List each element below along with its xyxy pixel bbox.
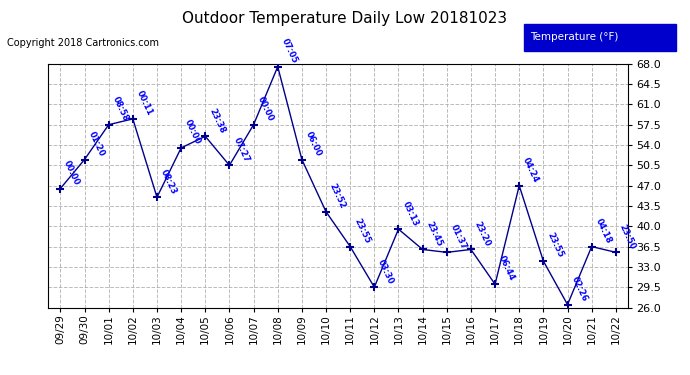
- Text: 23:55: 23:55: [545, 231, 565, 260]
- Text: 06:44: 06:44: [497, 255, 517, 282]
- Text: 02:26: 02:26: [569, 275, 589, 303]
- Text: 00:00: 00:00: [183, 118, 202, 146]
- Text: 23:45: 23:45: [424, 220, 444, 248]
- Text: 23:52: 23:52: [328, 182, 348, 210]
- Text: 04:18: 04:18: [593, 217, 613, 245]
- Text: 23:55: 23:55: [352, 217, 372, 245]
- Text: 01:37: 01:37: [448, 223, 468, 251]
- Text: 03:13: 03:13: [400, 200, 420, 227]
- Text: 23:20: 23:20: [473, 220, 492, 248]
- Text: 07:27: 07:27: [231, 136, 250, 164]
- Text: 03:30: 03:30: [376, 258, 395, 285]
- Text: Temperature (°F): Temperature (°F): [530, 33, 618, 42]
- Text: 23:38: 23:38: [207, 107, 226, 135]
- Text: Outdoor Temperature Daily Low 20181023: Outdoor Temperature Daily Low 20181023: [182, 11, 508, 26]
- Text: 06:00: 06:00: [304, 130, 323, 158]
- Text: 00:11: 00:11: [135, 89, 154, 117]
- Text: 08:23: 08:23: [159, 168, 178, 195]
- Text: 07:05: 07:05: [279, 37, 299, 65]
- Text: 00:00: 00:00: [255, 95, 275, 123]
- Text: 23:50: 23:50: [618, 223, 637, 251]
- Text: 08:58: 08:58: [110, 95, 130, 123]
- Text: 01:20: 01:20: [86, 130, 106, 158]
- Text: Copyright 2018 Cartronics.com: Copyright 2018 Cartronics.com: [7, 38, 159, 48]
- Text: 04:24: 04:24: [521, 156, 541, 184]
- Text: 00:00: 00:00: [62, 159, 81, 187]
